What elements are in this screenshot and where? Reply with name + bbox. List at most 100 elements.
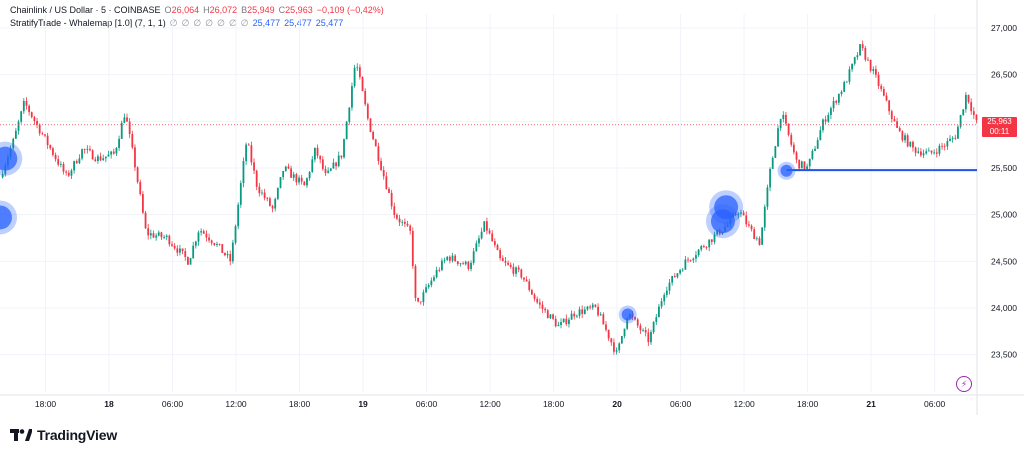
candle-body — [959, 115, 962, 127]
candle-body — [303, 181, 306, 186]
candle-body — [882, 88, 885, 96]
candle-body — [406, 223, 409, 226]
candle-body — [147, 228, 150, 236]
candle-body — [957, 126, 959, 139]
candle-body — [155, 235, 158, 238]
candle-body — [70, 170, 73, 176]
null-value-icon: ∅ — [217, 18, 225, 28]
candle-body — [25, 100, 28, 106]
candle-body — [28, 105, 31, 113]
candle-body — [337, 155, 340, 167]
candle-body — [343, 139, 345, 158]
indicator-title[interactable]: StratifyTrade - Whalemap [1.0] (7, 1, 1) — [10, 18, 166, 28]
candle-body — [544, 308, 547, 311]
candle-body — [671, 276, 674, 283]
x-tick-label: 06:00 — [670, 399, 692, 409]
candle-body — [102, 158, 105, 161]
candle-body — [819, 130, 822, 141]
candle-body — [663, 294, 666, 302]
candle-body — [697, 249, 700, 256]
candle-body — [176, 248, 179, 253]
tradingview-brand[interactable]: TradingView — [10, 425, 117, 445]
candle-body — [361, 77, 364, 91]
candle-body — [441, 260, 443, 270]
candle-body — [922, 153, 925, 156]
candle-body — [245, 144, 248, 162]
candle-body — [975, 114, 978, 121]
x-tick-label: 20 — [612, 399, 622, 409]
candle-body — [141, 194, 144, 213]
candle-body — [885, 95, 888, 101]
candle-body — [464, 261, 467, 265]
candle-body — [224, 252, 226, 256]
candle-body — [189, 258, 192, 265]
candle-body — [655, 317, 658, 322]
candle-body — [372, 131, 375, 140]
candle-body — [493, 241, 496, 246]
candle-body — [67, 172, 70, 176]
candle-body — [827, 114, 830, 122]
symbol-title[interactable]: Chainlink / US Dollar · 5 · COINBASE — [10, 5, 161, 15]
candle-body — [705, 247, 708, 248]
candle-body — [941, 145, 943, 147]
candle-body — [890, 111, 893, 119]
candle-body — [964, 94, 967, 110]
lightning-bolt-icon[interactable]: ⚡ — [956, 376, 972, 392]
candle-body — [314, 147, 316, 160]
candle-body — [488, 230, 491, 234]
candle-body — [790, 134, 793, 145]
candle-body — [533, 294, 536, 299]
x-tick-label: 18:00 — [289, 399, 311, 409]
candle-body — [708, 239, 711, 248]
whale-bubble — [621, 308, 634, 321]
candle-body — [417, 297, 420, 302]
candle-body — [44, 134, 46, 136]
candle-body — [59, 164, 62, 165]
candle-body — [867, 59, 869, 61]
candle-body — [438, 269, 441, 271]
candle-body — [38, 124, 41, 134]
candle-body — [665, 290, 668, 295]
candle-body — [194, 241, 197, 246]
candle-body — [901, 131, 904, 141]
candle-body — [634, 317, 637, 320]
candle-body — [787, 123, 790, 135]
candle-body — [300, 177, 303, 182]
candle-body — [329, 168, 332, 171]
x-tick-label: 18:00 — [543, 399, 565, 409]
candle-body — [504, 261, 507, 263]
candle-body — [951, 137, 954, 139]
candle-body — [687, 259, 689, 261]
candle-body — [396, 214, 398, 219]
candle-body — [393, 206, 396, 215]
candle-body — [126, 117, 128, 122]
candle-body — [231, 242, 234, 262]
candle-body — [340, 155, 343, 158]
candle-body — [832, 100, 835, 109]
candle-body — [875, 69, 877, 75]
candle-body — [962, 109, 965, 116]
candle-body — [89, 148, 91, 151]
candle-body — [91, 150, 94, 160]
candle-body — [446, 256, 449, 261]
candle-body — [186, 256, 189, 265]
candle-body — [388, 188, 390, 193]
candle-body — [160, 232, 163, 238]
candle-body — [62, 164, 65, 172]
chart-grid — [0, 0, 1024, 415]
candle-body — [814, 148, 816, 151]
x-tick-label: 12:00 — [225, 399, 247, 409]
candle-body — [639, 325, 642, 331]
candle-body — [377, 146, 380, 161]
candle-body — [422, 292, 425, 303]
candle-body — [777, 128, 779, 147]
candle-body — [660, 301, 663, 307]
candle-body — [840, 91, 843, 94]
candle-body — [782, 114, 785, 119]
candle-body — [972, 111, 975, 115]
candle-body — [366, 104, 369, 119]
whale-bubble — [780, 164, 793, 177]
candle-body — [575, 315, 578, 317]
candle-body — [774, 146, 777, 158]
